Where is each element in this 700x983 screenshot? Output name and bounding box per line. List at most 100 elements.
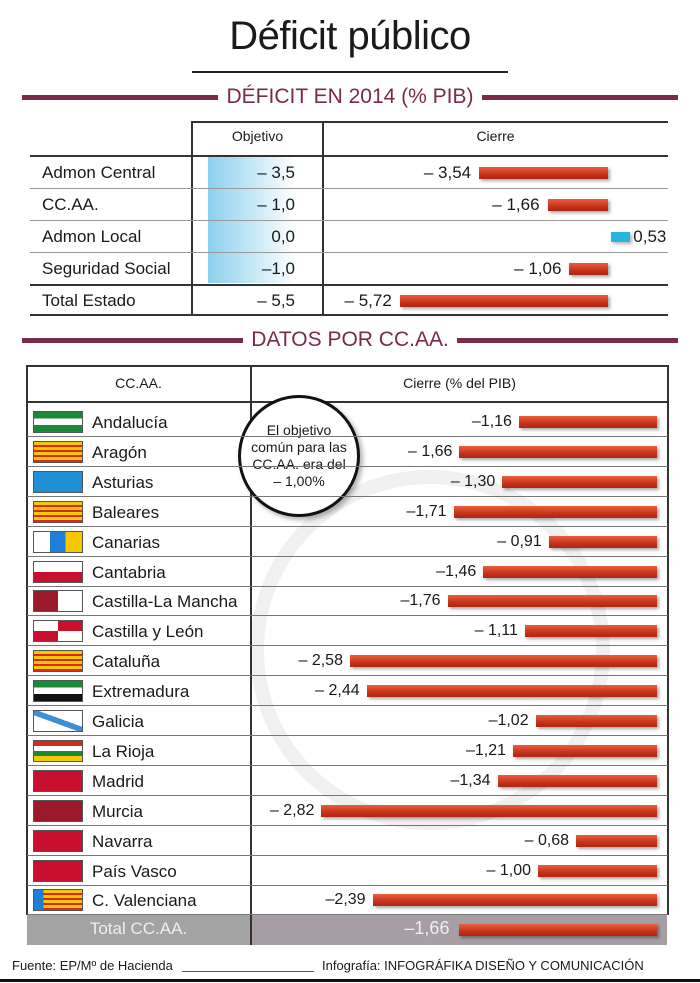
region-name: País Vasco	[92, 861, 177, 881]
divider	[667, 365, 669, 915]
cantabria-flag-icon	[33, 560, 83, 583]
row-label: Admon Local	[42, 227, 142, 246]
aragon-flag-icon	[33, 440, 83, 463]
divider	[26, 365, 28, 915]
divider	[191, 121, 193, 315]
region-value: – 1,11	[474, 622, 518, 640]
divider	[27, 735, 668, 736]
cyl-flag-icon	[33, 620, 83, 643]
page-title: Déficit público	[229, 14, 471, 58]
divider	[27, 365, 668, 367]
asturias-flag-icon	[33, 470, 83, 493]
region-value: – 2,58	[298, 652, 343, 670]
total-row-bg	[27, 915, 250, 945]
source-text: Fuente: EP/Mº de Hacienda	[12, 958, 173, 973]
region-name: Baleares	[92, 502, 160, 522]
region-value: –1,76	[400, 592, 441, 610]
paisvasco-flag-icon	[33, 859, 83, 882]
cierre-value: 0,53	[633, 227, 667, 246]
divider	[27, 465, 668, 467]
region-bar	[459, 445, 657, 458]
deficit-table: Objetivo Cierre Admon Central – 3,5 – 3,54…	[0, 0, 700, 330]
row-label: Total Estado	[42, 291, 136, 310]
bottom-rule	[0, 979, 700, 982]
header-cierre-pib: Cierre (% del PIB)	[403, 375, 516, 391]
section-title: DATOS POR CC.AA.	[251, 328, 449, 351]
divider	[27, 495, 668, 497]
divider	[182, 971, 314, 972]
region-name: Murcia	[92, 801, 144, 821]
extremadura-flag-icon	[33, 680, 83, 703]
region-bar	[518, 416, 657, 428]
divider	[27, 884, 668, 886]
region-value: – 1,00	[486, 861, 531, 879]
region-bar	[366, 685, 657, 698]
region-value: – 2,82	[269, 801, 315, 819]
objetivo-value: 0,0	[271, 227, 295, 246]
divider	[456, 337, 678, 343]
cierre-value: – 1,06	[514, 259, 562, 278]
region-value: – 0,91	[497, 532, 542, 550]
rioja-flag-icon	[33, 739, 83, 762]
divider	[27, 824, 668, 826]
cierre-value: – 5,72	[344, 291, 392, 310]
region-name: Galicia	[92, 712, 144, 731]
region-bar	[502, 475, 657, 488]
row-label: Admon Central	[42, 163, 156, 182]
region-name: Cataluña	[92, 652, 161, 672]
divider	[30, 314, 668, 316]
region-bar	[538, 864, 657, 877]
region-name: Castilla y León	[92, 622, 204, 642]
divider	[27, 585, 668, 587]
divider	[30, 155, 668, 157]
divider	[27, 794, 668, 796]
row-label: Seguridad Social	[42, 259, 171, 278]
header-objetivo: Objetivo	[231, 128, 284, 144]
divider	[27, 764, 668, 766]
divider	[30, 284, 668, 286]
region-value: –1,71	[406, 502, 447, 520]
divider	[27, 914, 668, 916]
divider	[27, 436, 668, 437]
header-ccaa: CC.AA.	[115, 375, 162, 391]
region-value: –1,46	[436, 562, 477, 580]
region-value: –1,16	[471, 413, 512, 430]
cierre-value: – 1,66	[492, 195, 540, 214]
divider	[250, 365, 252, 945]
region-bar	[483, 565, 657, 578]
murcia-flag-icon	[33, 799, 83, 822]
clm-flag-icon	[33, 590, 83, 613]
divider	[27, 645, 668, 647]
region-bar	[447, 595, 657, 608]
galicia-flag-icon	[33, 710, 83, 732]
total-bar	[459, 924, 657, 936]
header-cierre: Cierre	[476, 128, 515, 144]
divider	[192, 121, 668, 123]
region-bar	[321, 804, 657, 817]
region-bar	[576, 834, 657, 847]
divider	[30, 220, 668, 221]
region-value: –1,34	[450, 771, 491, 789]
region-bar	[372, 894, 657, 907]
baleares-flag-icon	[33, 500, 83, 523]
cataluna-flag-icon	[33, 650, 83, 673]
divider	[322, 121, 324, 315]
divider	[30, 252, 668, 253]
canarias-flag-icon	[33, 530, 83, 553]
divider	[27, 555, 668, 557]
cierre-bar	[569, 263, 608, 275]
objetivo-value: – 3,5	[257, 163, 295, 182]
section-header-deficit: DÉFICIT EN 2014 (% PIB)	[22, 85, 678, 109]
section-header-ccaa: DATOS POR CC.AA.	[22, 328, 678, 352]
divider	[481, 94, 678, 100]
section-title: DÉFICIT EN 2014 (% PIB)	[226, 85, 474, 108]
total-value: –1,66	[404, 918, 450, 938]
objetivo-value: – 5,5	[257, 291, 295, 310]
region-name: C. Valenciana	[92, 891, 197, 911]
title-underline	[192, 71, 508, 73]
valencia-flag-icon	[33, 889, 83, 912]
andalucia-flag-icon	[33, 411, 83, 433]
divider	[27, 401, 668, 403]
divider	[27, 525, 668, 527]
